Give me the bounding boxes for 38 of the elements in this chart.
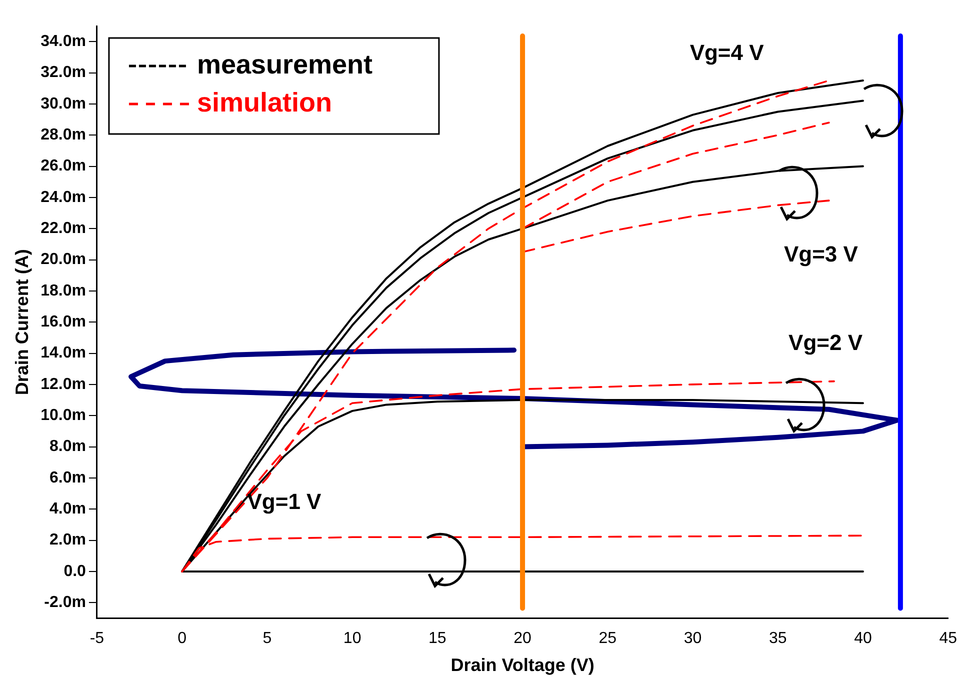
x-axis-title: Drain Voltage (V) xyxy=(450,655,594,676)
y-tick-label: 16.0m xyxy=(40,314,86,331)
y-tick-label: 6.0m xyxy=(50,469,86,486)
y-tick-label: 32.0m xyxy=(40,64,86,82)
y-tick-label: 10.0m xyxy=(40,407,86,424)
y-axis-title: Drain Current (A) xyxy=(12,249,32,396)
x-tick-label: 20 xyxy=(514,630,532,648)
y-tick-label: -2.0m xyxy=(44,594,86,612)
annotation: Vg=4 V xyxy=(690,40,764,66)
y-tick-label: 0.0 xyxy=(64,562,86,580)
x-tick-label: 15 xyxy=(428,630,446,648)
x-tick-label: 25 xyxy=(598,630,617,648)
y-tick-label: 12.0m xyxy=(40,376,86,393)
y-tick-label: 30.0m xyxy=(40,95,86,112)
y-tick-label: 2.0m xyxy=(50,532,86,549)
y-tick-label: 14.0m xyxy=(40,344,86,362)
y-tick-label: 18.0m xyxy=(40,282,86,300)
x-tick-label: 10 xyxy=(343,630,362,648)
y-tick-label: 20.0m xyxy=(40,251,86,268)
x-tick-label: 35 xyxy=(768,630,787,648)
y-tick-label: 22.0m xyxy=(40,220,86,237)
x-tick-label: 5 xyxy=(262,630,272,648)
x-tick-label: 30 xyxy=(684,630,702,648)
y-tick-label: 4.0m xyxy=(50,500,86,518)
legend-label: measurement xyxy=(196,49,373,80)
annotation: Vg=2 V xyxy=(788,330,863,355)
x-tick-label: 40 xyxy=(854,630,872,648)
legend-label: simulation xyxy=(196,87,332,118)
y-tick-label: 34.0m xyxy=(40,32,86,50)
y-tick-label: 28.0m xyxy=(40,126,86,144)
x-tick-label: 0 xyxy=(178,630,187,648)
annotation: Vg=1 V xyxy=(247,488,322,514)
annotation: Vg=3 V xyxy=(784,242,858,267)
y-tick-label: 26.0m xyxy=(40,158,86,175)
x-tick-label: -5 xyxy=(90,630,104,648)
x-tick-label: 45 xyxy=(939,630,958,648)
y-tick-label: 24.0m xyxy=(40,188,86,206)
y-tick-label: 8.0m xyxy=(50,438,86,456)
